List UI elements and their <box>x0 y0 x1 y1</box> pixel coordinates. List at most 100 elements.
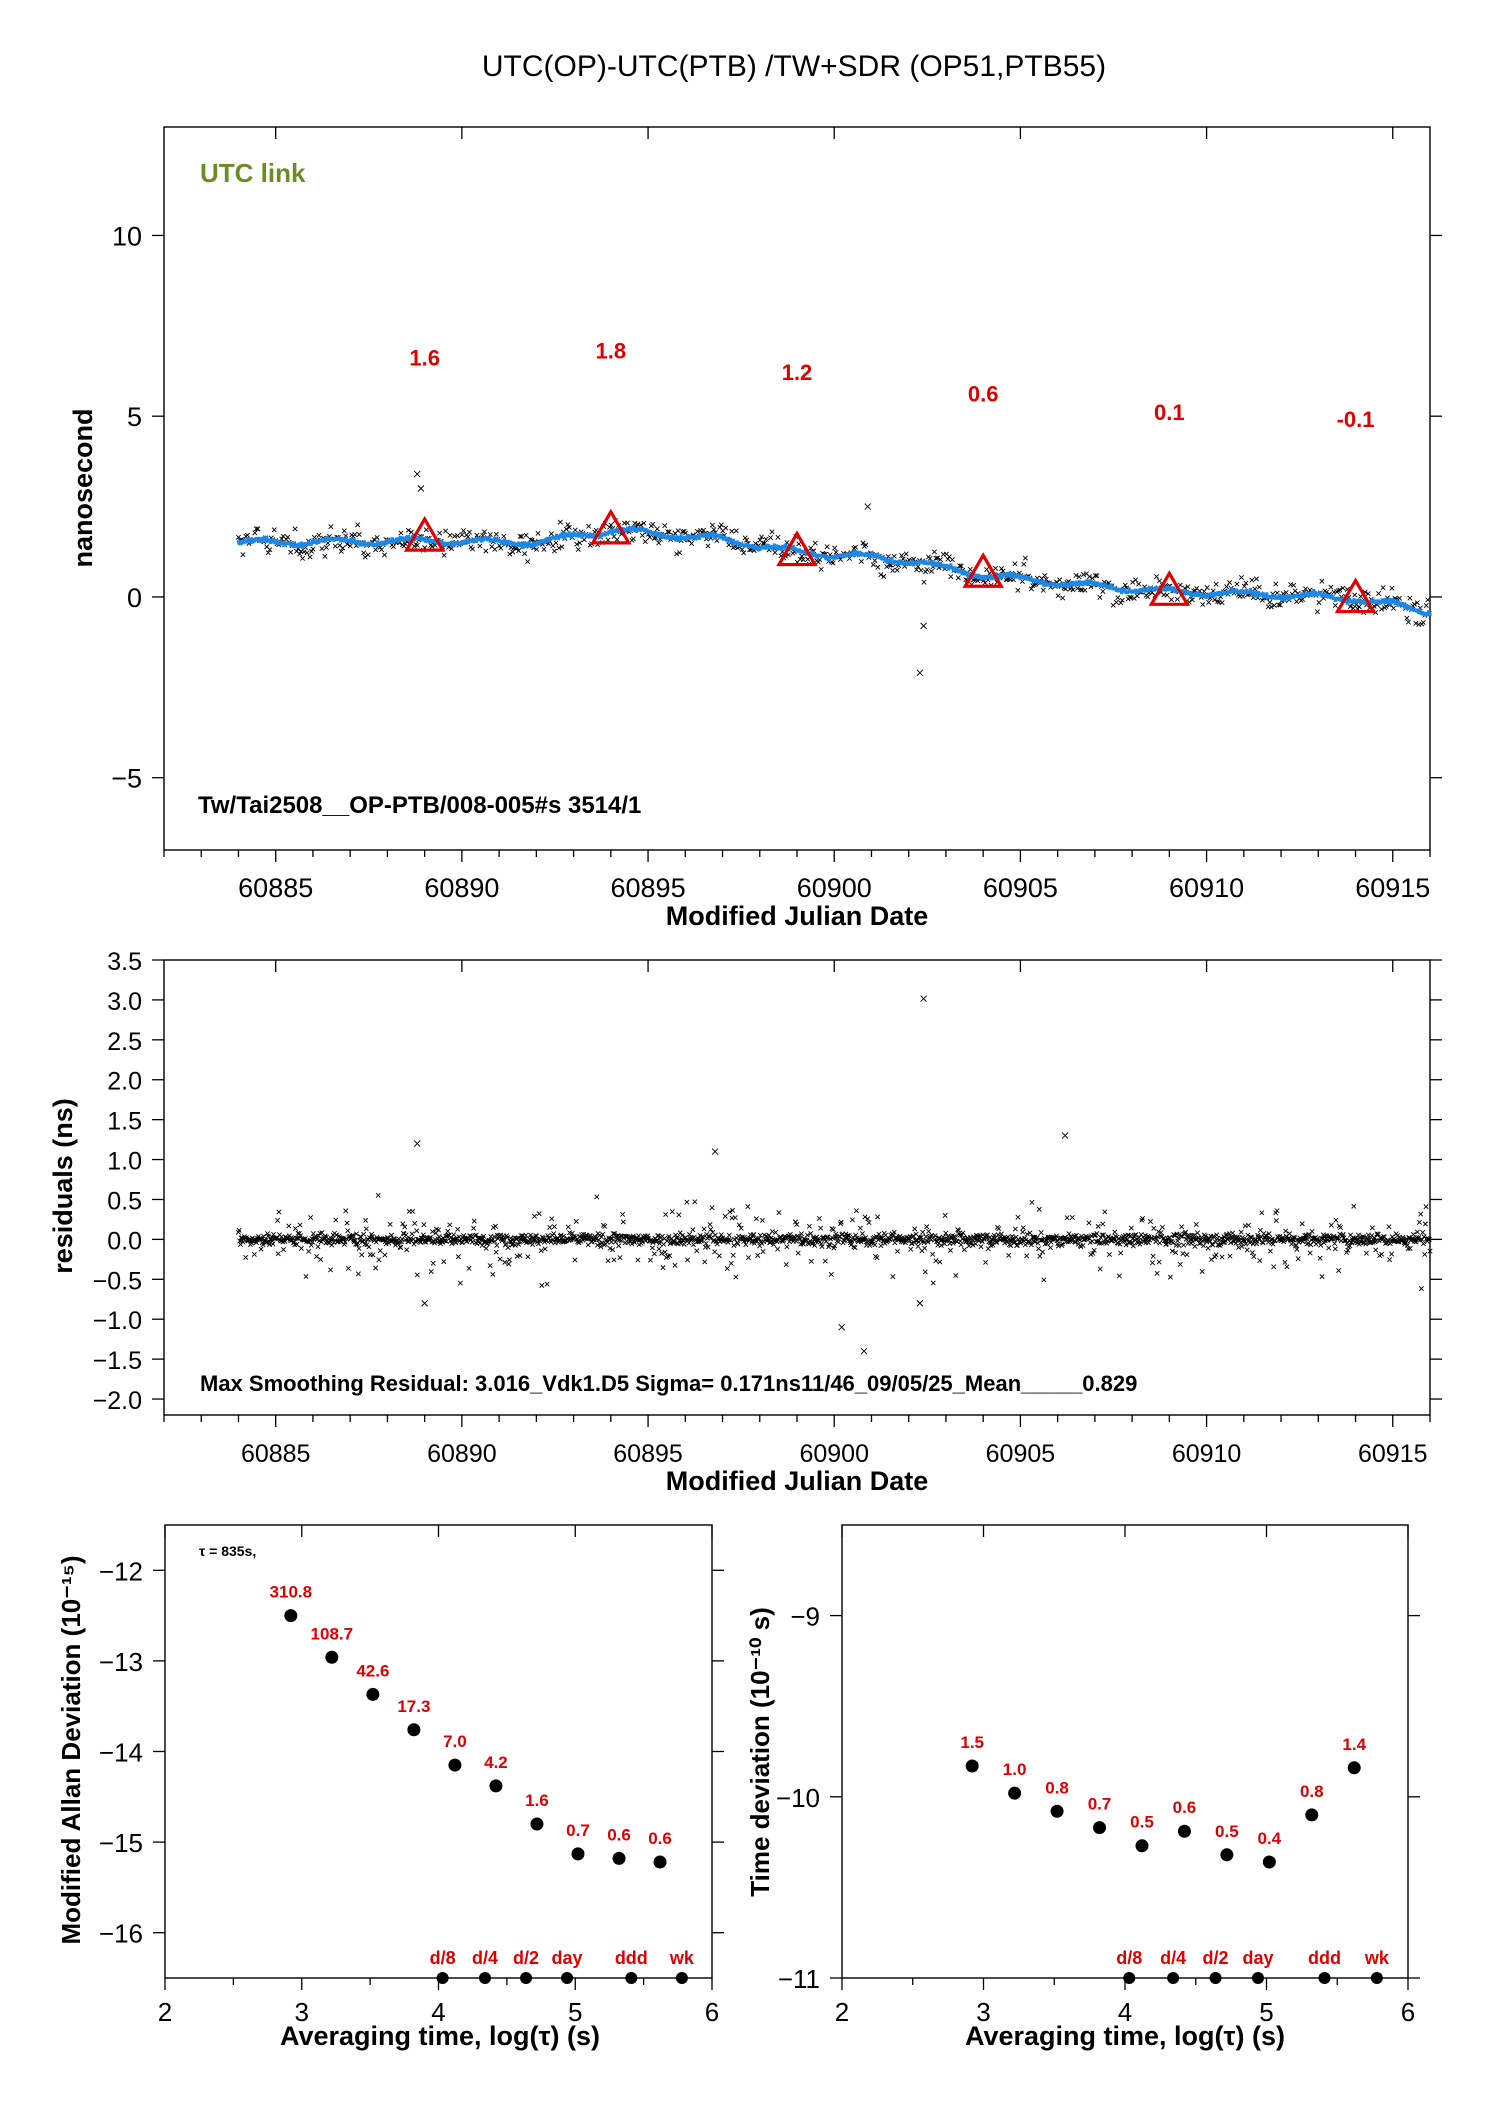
smoothed-point <box>389 539 393 544</box>
smoothed-point <box>775 547 779 551</box>
y-tick-label: 1.5 <box>107 1108 142 1136</box>
data-point <box>860 540 866 546</box>
residual-point <box>889 1235 895 1241</box>
residual-point <box>663 1212 669 1218</box>
data-point <box>818 566 824 572</box>
data-point <box>365 552 371 558</box>
residual-point <box>1284 1264 1290 1270</box>
residual-point <box>961 1247 967 1253</box>
residual-point <box>1336 1268 1342 1274</box>
data-point <box>1256 584 1262 590</box>
residual-point <box>382 1252 388 1258</box>
smoothed-point <box>949 563 953 567</box>
data-point <box>1404 615 1410 621</box>
residual-point <box>1059 1242 1065 1248</box>
residuals-panel: 60885 60890 60895 60900 60905 60910 60915 −2.0 −… <box>48 948 1442 1496</box>
data-point <box>1189 597 1195 603</box>
smoothed-point <box>815 555 820 559</box>
residual-point <box>1347 1243 1353 1249</box>
residual-point <box>819 1243 825 1250</box>
residual-point <box>1207 1238 1213 1244</box>
residual-point <box>1193 1222 1199 1228</box>
data-point <box>323 545 329 551</box>
residual-point <box>773 1237 779 1243</box>
residual-point <box>1210 1242 1216 1248</box>
residual-point <box>1332 1246 1338 1252</box>
residual-point <box>1379 1251 1385 1257</box>
residual-point <box>531 1237 537 1243</box>
data-point <box>1405 619 1411 625</box>
triangle-marker <box>776 530 818 567</box>
residual-point <box>333 1217 339 1223</box>
data-point <box>1003 577 1009 583</box>
residual-point <box>915 1243 921 1249</box>
residual-point <box>602 1223 608 1229</box>
residual-point <box>908 1246 914 1252</box>
residual-point <box>812 1242 818 1248</box>
data-point <box>694 528 701 534</box>
residual-point <box>1427 1248 1433 1254</box>
residual-point <box>428 1269 434 1275</box>
y-tick-label: −1.5 <box>93 1347 142 1375</box>
residual-point <box>1245 1232 1251 1238</box>
residual-point <box>275 1217 281 1223</box>
residual-point <box>891 1229 897 1235</box>
y-tick-label: 3.5 <box>107 948 142 976</box>
residual-point <box>1373 1247 1379 1253</box>
residual-point <box>694 1248 700 1254</box>
smoothed-point <box>890 556 894 560</box>
residual-point <box>503 1241 509 1247</box>
residual-point <box>276 1209 282 1215</box>
data-point <box>319 546 325 552</box>
residual-point <box>1282 1259 1288 1265</box>
residual-point <box>1404 1238 1410 1244</box>
smoothed-point <box>1212 594 1216 598</box>
smoothed-point <box>1005 571 1010 576</box>
residual-point <box>718 1232 724 1238</box>
residual-point <box>1251 1253 1257 1260</box>
data-point <box>300 555 306 561</box>
data-point <box>1215 598 1221 604</box>
residual-point <box>1064 1215 1070 1221</box>
data-point <box>1420 620 1426 626</box>
residual-point <box>1123 1242 1129 1248</box>
x-tick-label: 60900 <box>797 873 872 903</box>
residual-point <box>716 1253 722 1259</box>
residual-point <box>612 1231 618 1237</box>
tdev-axis-ticks: 2 3 4 5 6 −11 −10 −9 <box>776 1525 1420 2027</box>
residual-point <box>455 1254 461 1260</box>
data-point <box>1097 594 1103 600</box>
data-point <box>316 532 322 538</box>
residual-point <box>1426 1236 1432 1242</box>
data-point <box>1243 580 1249 586</box>
residual-point <box>629 1241 635 1247</box>
smoothed-point <box>265 536 269 540</box>
data-point <box>492 546 498 552</box>
data-point <box>459 532 465 538</box>
residual-point <box>875 1214 881 1220</box>
x-tick-label: 60915 <box>1358 1440 1428 1468</box>
deviation-point <box>1220 1848 1234 1862</box>
smoothed-point <box>882 556 887 561</box>
smoothed-point <box>697 536 701 540</box>
residual-point <box>1036 1246 1042 1252</box>
smoothed-point <box>823 554 827 558</box>
residual-point <box>1002 1240 1008 1246</box>
residual-point <box>769 1228 775 1235</box>
data-point <box>742 535 748 541</box>
interval-label: d/8 <box>430 1948 456 1968</box>
deviation-value-label: 0.7 <box>1088 1795 1112 1814</box>
y-tick-label: −11 <box>778 1964 820 1994</box>
mdev-axis-ticks: 2 3 4 5 6 −16 −15 −14 −13 −12 <box>99 1525 724 2027</box>
data-point <box>447 532 453 538</box>
x-tick-label: 60890 <box>427 1440 497 1468</box>
residual-point <box>443 1238 449 1244</box>
data-point <box>948 574 954 580</box>
data-point <box>541 546 547 552</box>
data-point <box>890 567 896 574</box>
residual-point <box>308 1242 314 1248</box>
residual-point <box>846 1233 852 1239</box>
residual-point <box>1422 1251 1428 1257</box>
residual-point <box>806 1223 812 1229</box>
residual-point <box>1040 1249 1046 1255</box>
